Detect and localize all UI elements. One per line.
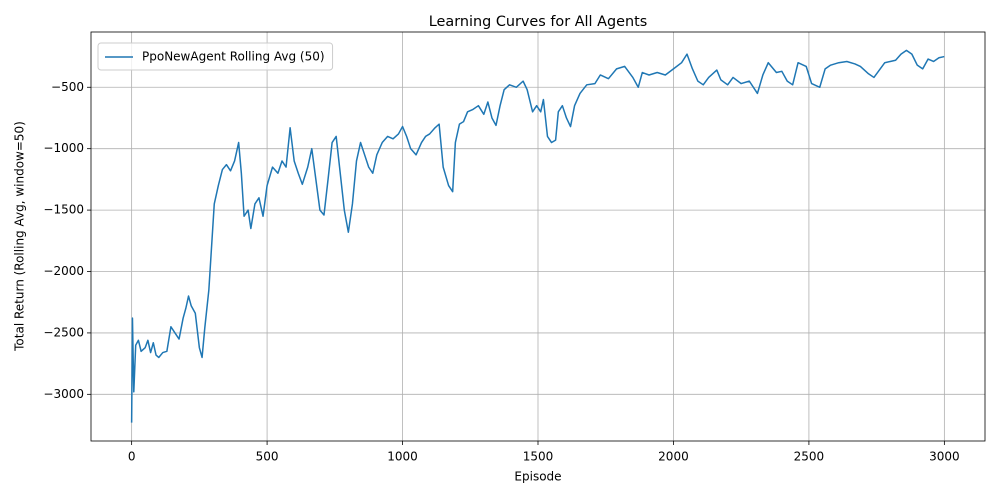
y-tick-label: −2000 [43,264,84,278]
plot [130,49,945,423]
x-tick-label: 2500 [794,450,825,464]
plot-frame [90,31,986,442]
x-tick-label: 3000 [929,450,960,464]
x-tick-label: 1000 [387,450,418,464]
legend: PpoNewAgent Rolling Avg (50) [97,42,334,71]
x-axis-label: Episode [514,470,561,484]
y-tick-label: −1000 [43,141,84,155]
y-tick-label: −1500 [43,203,84,217]
x-tick-label: 500 [256,450,279,464]
x-tick-label: 2000 [658,450,689,464]
x-tick-label: 0 [128,450,136,464]
series-line [130,49,945,423]
legend-box [97,42,334,71]
chart-title: Learning Curves for All Agents [429,14,647,30]
legend-label: PpoNewAgent Rolling Avg (50) [142,50,325,64]
y-tick-label: −2500 [43,325,84,339]
y-tick-label: −500 [51,80,84,94]
y-axis-label: Total Return (Rolling Avg, window=50) [13,121,27,352]
y-tick-label: −3000 [43,387,84,401]
x-tick-label: 1500 [523,450,554,464]
grid [87,32,985,445]
